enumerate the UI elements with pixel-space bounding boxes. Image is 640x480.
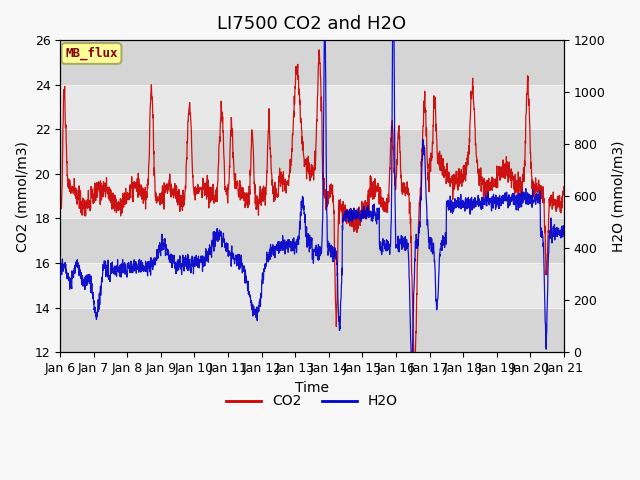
Bar <box>60 218 564 263</box>
Y-axis label: CO2 (mmol/m3): CO2 (mmol/m3) <box>15 141 29 252</box>
Y-axis label: H2O (mmol/m3): H2O (mmol/m3) <box>611 141 625 252</box>
Legend: CO2, H2O: CO2, H2O <box>221 389 403 414</box>
Text: MB_flux: MB_flux <box>65 47 118 60</box>
Title: LI7500 CO2 and H2O: LI7500 CO2 and H2O <box>218 15 406 33</box>
Bar <box>60 129 564 174</box>
X-axis label: Time: Time <box>295 381 329 395</box>
Bar <box>60 40 564 84</box>
Bar <box>60 308 564 352</box>
